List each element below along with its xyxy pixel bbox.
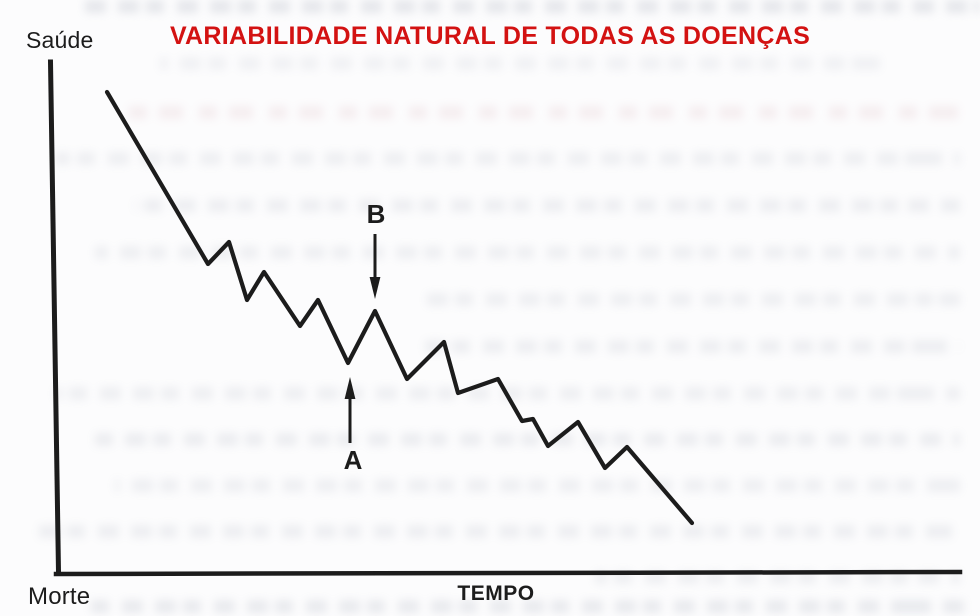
annotation-a-up-arrow-head [344,377,356,399]
y-axis-top-label: Saúde [26,27,94,53]
x-axis-line [53,569,963,577]
annotation-b-label: B [366,199,386,229]
health-variability-polyline [104,89,695,526]
chart-title: VARIABILIDADE NATURAL DE TODAS AS DOENÇA… [169,22,811,50]
annotation-b-down-arrow-head [369,277,381,299]
x-axis-label: TEMPO [457,582,535,605]
y-axis-line [47,59,62,575]
y-axis-bottom-label: Morte [28,583,91,610]
annotation-a-label: A [343,445,363,475]
